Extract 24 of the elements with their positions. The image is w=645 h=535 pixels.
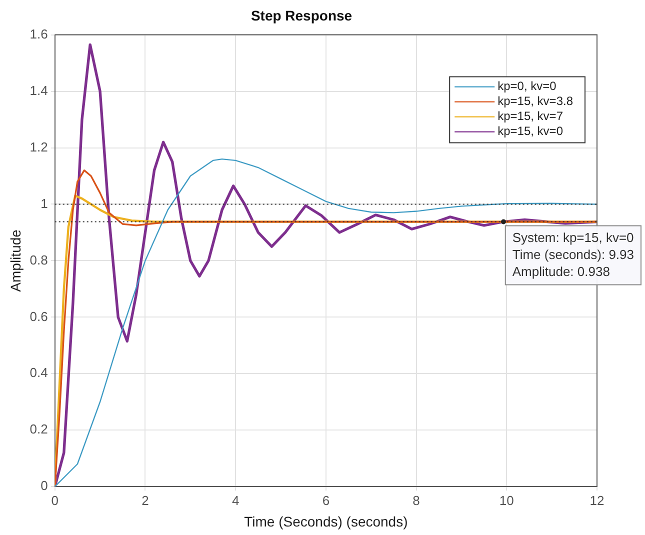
y-tick-label: 0 <box>40 478 48 494</box>
y-tick-label: 1 <box>40 196 48 211</box>
y-tick-label: 0.2 <box>30 422 48 437</box>
x-tick-label: 8 <box>412 492 420 508</box>
y-tick-label: 1.6 <box>30 26 48 42</box>
y-tick-label: 1.2 <box>30 139 48 154</box>
legend-label: kp=15, kv=0 <box>498 124 564 138</box>
annotation: System: kp=15, kv=0 Time (seconds): 9.93 Amplitude: 0.938 <box>512 230 634 279</box>
legend-label: kp=0, kv=0 <box>498 79 557 94</box>
legend-label: kp=15, kv=3.8 <box>498 94 574 108</box>
y-tick-label: 0.8 <box>30 252 48 268</box>
chart-title: Step Response <box>250 7 352 24</box>
y-tick-label: 0.6 <box>30 308 48 324</box>
x-tick-label: 12 <box>590 492 604 508</box>
x-tick-label: 0 <box>51 492 58 508</box>
legend-label: kp=15, kv=7 <box>498 109 564 124</box>
x-axis-title: Time (Seconds) (seconds) <box>244 513 408 530</box>
x-tick-label: 4 <box>232 492 240 508</box>
x-tick-label: 10 <box>499 492 514 508</box>
y-tick-label: 1.4 <box>30 82 48 98</box>
y-tick-label: 0.4 <box>30 365 48 380</box>
x-tick-label: 6 <box>322 492 330 508</box>
x-tick-label: 2 <box>142 492 149 508</box>
y-axis-title: Amplitude <box>7 229 24 292</box>
